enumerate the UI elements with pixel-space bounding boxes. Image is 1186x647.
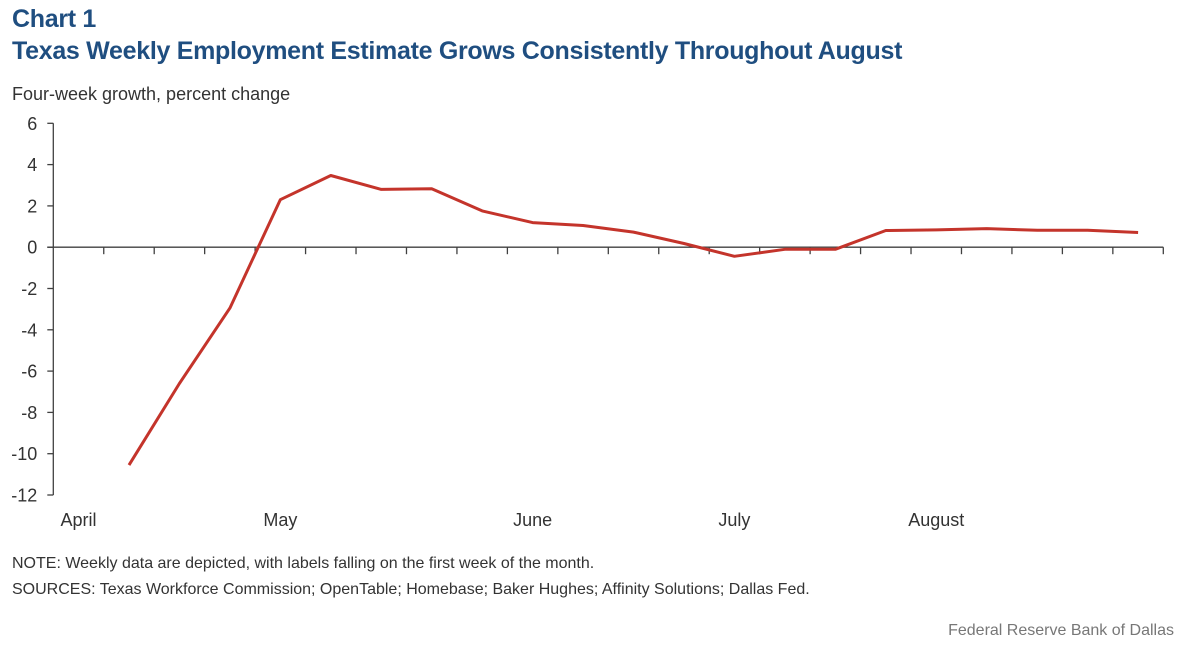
axes <box>47 123 1164 495</box>
y-tick-label: -8 <box>21 403 37 423</box>
series-line <box>127 174 1139 466</box>
x-tick-label: May <box>263 510 297 530</box>
y-tick-label: -2 <box>21 279 37 299</box>
y-tick-label: -6 <box>21 362 37 382</box>
chart-sources: SOURCES: Texas Workforce Commission; Ope… <box>12 581 810 598</box>
y-tick-label: 6 <box>27 114 37 134</box>
y-tick-label: 0 <box>27 238 37 258</box>
series-group <box>127 174 1139 466</box>
y-tick-label: -4 <box>21 320 37 340</box>
chart-title: Texas Weekly Employment Estimate Grows C… <box>12 37 903 65</box>
y-axis-label: Four-week growth, percent change <box>12 84 291 104</box>
chart-credit: Federal Reserve Bank of Dallas <box>948 622 1174 639</box>
chart-number: Chart 1 <box>12 5 97 33</box>
x-axis-ticks: April May June July August <box>61 247 1164 530</box>
y-tick-label: 4 <box>27 155 37 175</box>
x-tick-label: June <box>513 510 552 530</box>
y-tick-label: -12 <box>11 486 37 506</box>
x-tick-label: April <box>61 510 97 530</box>
y-tick-label: -10 <box>11 444 37 464</box>
y-axis-ticks: 6 4 2 0 -2 -4 -6 -8 -10 -12 <box>11 114 54 506</box>
y-tick-label: 2 <box>27 196 37 216</box>
x-tick-label: August <box>908 510 964 530</box>
x-tick-label: July <box>718 510 750 530</box>
chart-note: NOTE: Weekly data are depicted, with lab… <box>12 555 595 572</box>
